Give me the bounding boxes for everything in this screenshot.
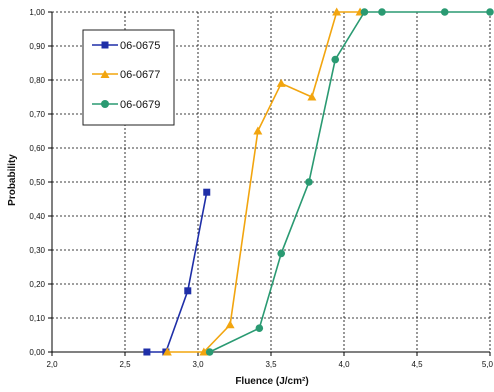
x-tick-label: 3,0 bbox=[192, 360, 204, 369]
series-06-0677 bbox=[162, 7, 365, 356]
data-point bbox=[225, 320, 235, 329]
data-point bbox=[440, 8, 449, 16]
data-point bbox=[305, 178, 313, 186]
y-tick-label: 0,20 bbox=[29, 280, 45, 289]
legend-label-06-0677: 06-0677 bbox=[120, 69, 160, 81]
x-axis-label: Fluence (J/cm²) bbox=[235, 376, 308, 387]
legend-entry-06-0677: 06-0677 bbox=[92, 69, 160, 81]
data-point bbox=[255, 324, 264, 333]
legend-marker-triangle bbox=[100, 70, 110, 78]
y-tick-label: 0,10 bbox=[29, 314, 45, 323]
data-point bbox=[253, 126, 263, 135]
x-tick-label: 2,0 bbox=[46, 360, 58, 369]
data-point bbox=[143, 348, 151, 356]
x-tick-label: 2,5 bbox=[119, 360, 131, 369]
data-point bbox=[276, 78, 286, 87]
x-tick-label: 5,0 bbox=[482, 360, 494, 369]
data-point bbox=[486, 8, 494, 16]
y-tick-label: 0,40 bbox=[29, 212, 45, 221]
data-point bbox=[378, 8, 386, 16]
series-06-0679 bbox=[205, 8, 494, 356]
data-point bbox=[184, 287, 192, 295]
legend-label-06-0679: 06-0679 bbox=[120, 99, 160, 111]
data-point bbox=[332, 7, 342, 16]
y-axis-label: Probability bbox=[7, 154, 18, 206]
legend-marker-square bbox=[101, 41, 109, 49]
y-tick-label: 0,50 bbox=[29, 178, 45, 187]
tick-labels: 0,00 0,10 0,20 0,30 0,40 0,50 0,60 0,70 0,80 0,90… bbox=[29, 8, 493, 369]
data-point bbox=[199, 347, 209, 356]
y-tick-label: 0,60 bbox=[29, 144, 45, 153]
legend: 06-0675 06-0677 06-0679 bbox=[82, 29, 175, 126]
legend-box bbox=[82, 29, 175, 126]
axes bbox=[48, 11, 491, 356]
data-point bbox=[205, 348, 214, 356]
legend-entry-06-0675: 06-0675 bbox=[92, 40, 160, 52]
series-line-06-0675 bbox=[146, 192, 208, 353]
y-tick-label: 1,00 bbox=[29, 8, 45, 17]
series-layer bbox=[143, 7, 494, 356]
x-tick-label: 3,5 bbox=[265, 360, 277, 369]
data-point bbox=[360, 8, 369, 16]
series-line-06-0677 bbox=[167, 11, 361, 353]
legend-marker-circle bbox=[101, 100, 109, 108]
x-tick-label: 4,5 bbox=[411, 360, 423, 369]
legend-entry-06-0679: 06-0679 bbox=[92, 99, 160, 111]
legend-label-06-0675: 06-0675 bbox=[120, 40, 160, 52]
y-tick-label: 0,80 bbox=[29, 76, 45, 85]
data-point bbox=[162, 347, 172, 356]
data-point bbox=[277, 249, 286, 258]
y-tick-label: 0,90 bbox=[29, 42, 45, 51]
data-point bbox=[203, 188, 211, 196]
y-tick-label: 0,00 bbox=[29, 348, 45, 357]
y-tick-label: 0,70 bbox=[29, 110, 45, 119]
data-point bbox=[331, 55, 340, 64]
y-tick-label: 0,30 bbox=[29, 246, 45, 255]
data-point bbox=[307, 92, 317, 101]
x-tick-label: 4,0 bbox=[338, 360, 350, 369]
